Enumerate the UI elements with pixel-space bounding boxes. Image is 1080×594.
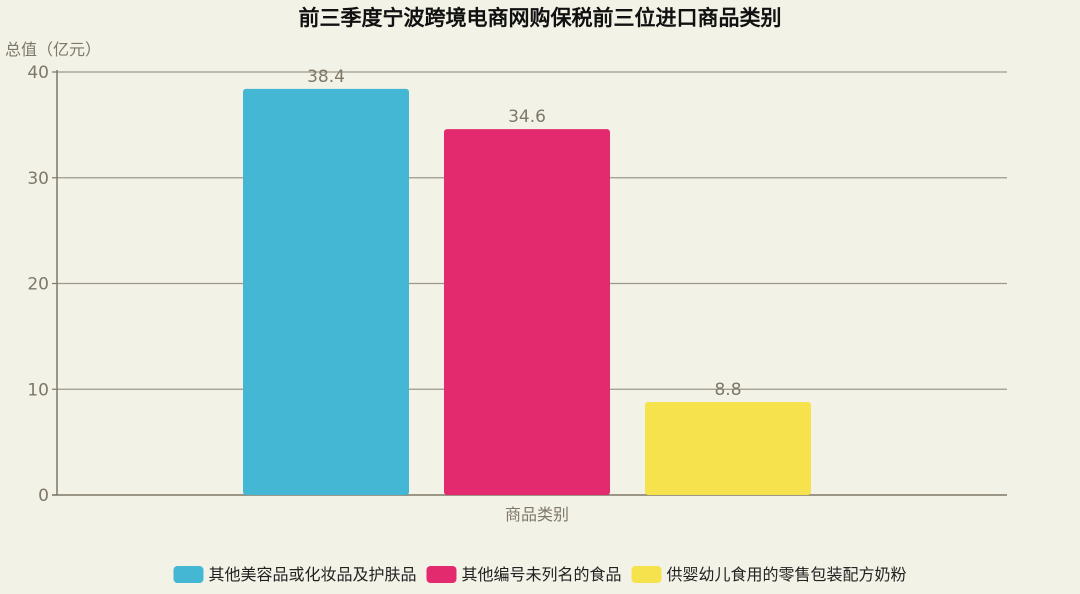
bar-2[interactable] xyxy=(444,129,610,496)
legend-item-2[interactable]: 其他编号未列名的食品 xyxy=(426,565,622,584)
chart-title: 前三季度宁波跨境电商网购保税前三位进口商品类别 xyxy=(299,6,782,30)
x-axis-categories: 商品类别 xyxy=(505,505,569,524)
y-tick-label-40: 40 xyxy=(27,63,49,83)
data-label-3: 8.8 xyxy=(714,380,741,400)
legend-item-1[interactable]: 其他美容品或化妆品及护肤品 xyxy=(173,565,416,584)
legend-swatch-2 xyxy=(426,566,457,583)
legend[interactable]: 其他美容品或化妆品及护肤品 其他编号未列名的食品 供婴幼儿食用的零售包装配方奶粉 xyxy=(173,565,907,584)
data-label-1: 38.4 xyxy=(307,67,345,87)
y-axis-label: 总值（亿元） xyxy=(5,40,101,59)
y-axis-ticks: 0 10 20 30 40 xyxy=(27,63,57,506)
legend-swatch-1 xyxy=(173,566,204,583)
legend-label-1: 其他美容品或化妆品及护肤品 xyxy=(208,565,416,584)
y-tick-label-0: 0 xyxy=(38,486,49,506)
data-label-2: 34.6 xyxy=(508,107,546,127)
bar-3[interactable] xyxy=(645,401,811,495)
bars: 38.4 34.6 8.8 xyxy=(243,67,811,496)
y-tick-label-20: 20 xyxy=(27,275,49,295)
x-category-label: 商品类别 xyxy=(505,505,569,524)
legend-item-3[interactable]: 供婴幼儿食用的零售包装配方奶粉 xyxy=(631,565,907,584)
bar-1[interactable] xyxy=(243,88,409,496)
legend-label-2: 其他编号未列名的食品 xyxy=(461,565,621,584)
y-tick-label-10: 10 xyxy=(27,380,49,400)
y-tick-label-30: 30 xyxy=(27,169,49,189)
legend-swatch-3 xyxy=(631,566,662,583)
legend-label-3: 供婴幼儿食用的零售包装配方奶粉 xyxy=(667,565,907,584)
